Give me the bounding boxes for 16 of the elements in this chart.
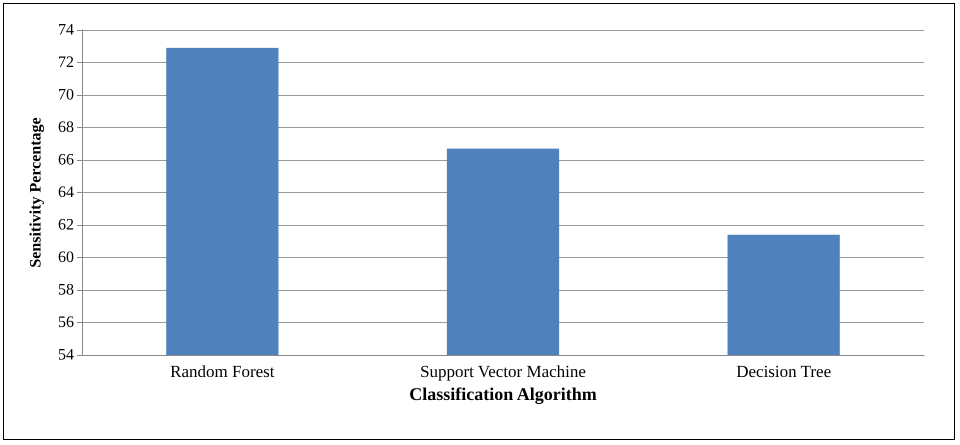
y-tick-label: 56 — [58, 314, 74, 331]
y-tick-label: 68 — [58, 119, 74, 136]
y-tick-label: 66 — [58, 152, 74, 168]
y-tick-label: 62 — [58, 216, 74, 234]
y-tick-label: 60 — [58, 249, 74, 266]
y-axis-title: Sensitivity Percentage — [28, 117, 44, 268]
y-tick-label: 54 — [58, 346, 74, 364]
y-tick-label: 72 — [58, 54, 74, 71]
x-axis-title: Classification Algorithm — [409, 384, 597, 404]
y-tick-label: 70 — [58, 86, 74, 104]
x-tick-label: Support Vector Machine — [420, 362, 586, 381]
y-tick-label: 74 — [58, 22, 74, 38]
y-tick-label: 64 — [58, 184, 74, 201]
y-tick-label: 58 — [58, 282, 74, 298]
x-tick-label: Decision Tree — [736, 362, 832, 381]
x-tick-label: Random Forest — [170, 362, 275, 381]
